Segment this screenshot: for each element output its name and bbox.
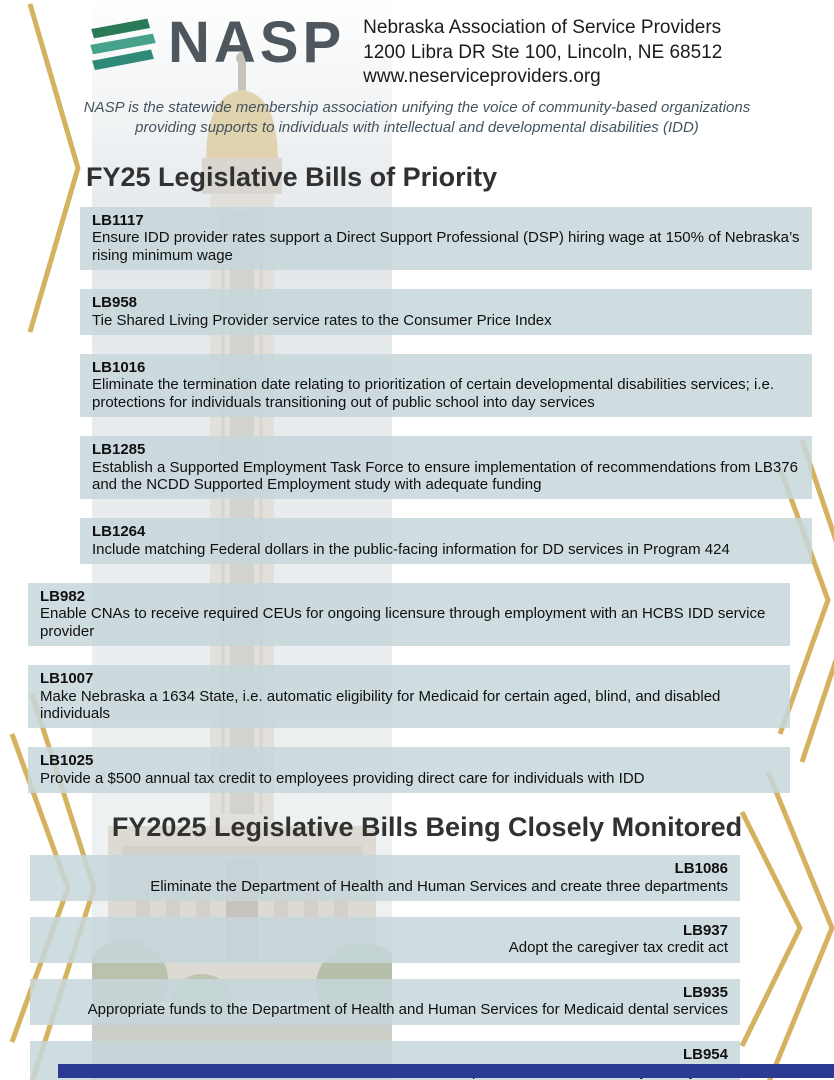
bill-description: Appropriate funds to the Department of H… <box>87 1001 728 1019</box>
bill-item-lb1264: LB1264 Include matching Federal dollars … <box>80 518 812 565</box>
bill-item-lb1086: LB1086 Eliminate the Department of Healt… <box>30 855 740 902</box>
priority-section-title: FY25 Legislative Bills of Priority <box>86 161 498 192</box>
bill-id: LB1086 <box>674 860 728 878</box>
monitored-section-title: FY2025 Legislative Bills Being Closely M… <box>111 812 743 843</box>
bill-id: LB1117 <box>92 211 144 229</box>
bill-item-lb1117: LB1117 Ensure IDD provider rates support… <box>80 206 812 271</box>
org-name: Nebraska Association of Service Provider… <box>363 17 722 38</box>
bill-description: Include matching Federal dollars in the … <box>92 540 730 558</box>
bill-id: LB1264 <box>92 523 146 541</box>
bottom-accent-bar <box>58 1064 834 1078</box>
bill-id: LB954 <box>682 1045 728 1063</box>
bill-description: Ensure IDD provider rates support a Dire… <box>92 229 800 264</box>
bill-id: LB937 <box>682 922 728 940</box>
org-info: Nebraska Association of Service Provider… <box>363 14 722 90</box>
bill-item-lb958: LB958 Tie Shared Living Provider service… <box>80 289 812 335</box>
bill-id: LB1007 <box>40 670 94 688</box>
bill-description: Tie Shared Living Provider service rates… <box>92 311 552 329</box>
bill-description: Make Nebraska a 1634 State, i.e. automat… <box>40 687 721 723</box>
bill-description: Eliminate the termination date relating … <box>92 376 775 411</box>
bill-item-lb1016: LB1016 Eliminate the termination date re… <box>80 353 812 418</box>
nasp-logo-mark-icon <box>90 18 156 71</box>
org-address: 1200 Libra DR Ste 100, Lincoln, NE 68512 <box>363 41 723 63</box>
nasp-logo: NASP <box>84 14 345 72</box>
bill-description: Provide a $500 annual tax credit to empl… <box>40 769 645 787</box>
bill-description: Eliminate the Department of Health and H… <box>150 877 728 895</box>
bill-description: Adopt the caregiver tax credit act <box>508 939 728 957</box>
nasp-logo-text: NASP <box>168 10 346 75</box>
bill-item-lb1025: LB1025 Provide a $500 annual tax credit … <box>28 747 790 794</box>
tagline: NASP is the statewide membership associa… <box>83 99 751 136</box>
org-website-link[interactable]: www.neserviceproviders.org <box>363 66 601 88</box>
bill-id: LB935 <box>682 983 728 1001</box>
bill-id: LB1016 <box>92 358 146 376</box>
bill-description: Establish a Supported Employment Task Fo… <box>92 458 798 493</box>
bill-id: LB982 <box>40 588 86 606</box>
bill-item-lb1007: LB1007 Make Nebraska a 1634 State, i.e. … <box>28 665 790 729</box>
bill-item-lb935: LB935 Appropriate funds to the Departmen… <box>30 978 740 1025</box>
header: NASP Nebraska Association of Service Pro… <box>0 14 834 90</box>
bill-item-lb937: LB937 Adopt the caregiver tax credit act <box>30 917 740 963</box>
bill-id: LB1285 <box>92 441 146 459</box>
bill-id: LB1025 <box>40 752 94 770</box>
bill-item-lb982: LB982 Enable CNAs to receive required CE… <box>28 583 790 647</box>
bill-description: Enable CNAs to receive required CEUs for… <box>40 605 766 640</box>
bill-id: LB958 <box>92 294 138 312</box>
bill-item-lb1285: LB1285 Establish a Supported Employment … <box>80 436 812 500</box>
